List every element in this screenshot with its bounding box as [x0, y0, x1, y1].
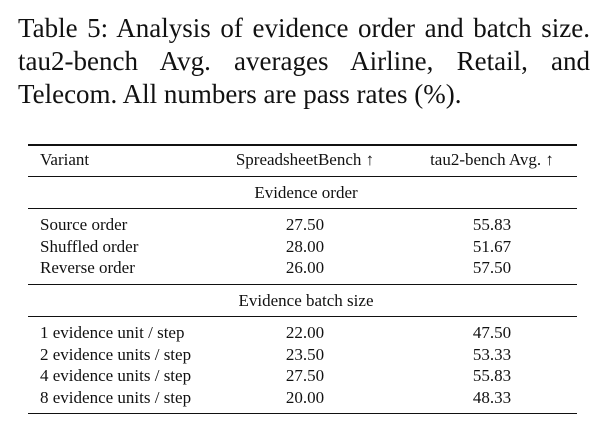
value-cell: 51.67 [472, 236, 512, 256]
value-cell: 20.00 [285, 387, 325, 407]
value-cell: 23.50 [285, 344, 325, 364]
value-cell: 28.00 [285, 236, 325, 256]
value-cell: 47.50 [472, 323, 512, 342]
value-cell: 27.50 [285, 366, 325, 385]
row-label: 1 evidence unit / step [40, 323, 185, 342]
section-title: Evidence order [254, 183, 358, 202]
header-cell: Variant [40, 150, 90, 169]
caption: Table 5: Analysis of evidence order and … [18, 13, 590, 109]
value-cell: 53.33 [472, 344, 512, 364]
header-cell: tau2-bench Avg. ↑ [430, 150, 554, 169]
rule [28, 175, 577, 177]
value-cell: 26.00 [285, 258, 325, 277]
rule [28, 207, 577, 209]
value-cell: 55.83 [472, 215, 512, 234]
value-cell: 48.33 [472, 387, 512, 407]
row-label: 2 evidence units / step [40, 344, 192, 364]
value-cell: 27.50 [285, 215, 325, 234]
row-label: Source order [40, 215, 128, 234]
row-label: Shuffled order [40, 236, 139, 256]
row-label: Reverse order [40, 258, 135, 277]
row-label: 8 evidence units / step [40, 387, 192, 407]
rule [28, 412, 577, 415]
header-cell: SpreadsheetBench ↑ [235, 150, 375, 169]
rule [28, 283, 577, 285]
rule [28, 315, 577, 317]
value-cell: 55.83 [472, 366, 512, 385]
rule [28, 144, 577, 146]
row-label: 4 evidence units / step [40, 366, 192, 385]
value-cell: 22.00 [285, 323, 325, 342]
section-title: Evidence batch size [238, 291, 374, 310]
value-cell: 57.50 [472, 258, 512, 277]
